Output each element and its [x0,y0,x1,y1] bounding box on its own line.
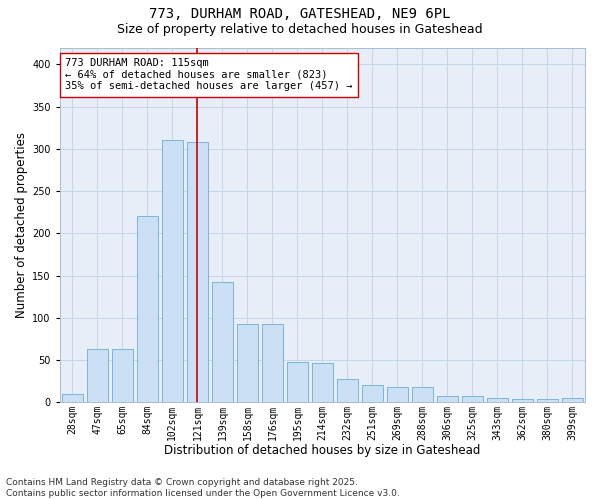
Text: Size of property relative to detached houses in Gateshead: Size of property relative to detached ho… [117,22,483,36]
Bar [362,386,383,402]
Bar [462,396,483,402]
Bar [62,394,83,402]
Bar [537,399,558,402]
Bar [137,216,158,402]
Bar [187,142,208,403]
Bar [412,387,433,402]
Bar [212,282,233,403]
Text: 773, DURHAM ROAD, GATESHEAD, NE9 6PL: 773, DURHAM ROAD, GATESHEAD, NE9 6PL [149,8,451,22]
Bar [512,399,533,402]
X-axis label: Distribution of detached houses by size in Gateshead: Distribution of detached houses by size … [164,444,481,458]
Bar [437,396,458,402]
Bar [162,140,183,402]
Bar [262,324,283,402]
Bar [487,398,508,402]
Bar [112,349,133,403]
Text: 773 DURHAM ROAD: 115sqm
← 64% of detached houses are smaller (823)
35% of semi-d: 773 DURHAM ROAD: 115sqm ← 64% of detache… [65,58,353,92]
Bar [387,387,408,402]
Text: Contains HM Land Registry data © Crown copyright and database right 2025.
Contai: Contains HM Land Registry data © Crown c… [6,478,400,498]
Y-axis label: Number of detached properties: Number of detached properties [15,132,28,318]
Bar [287,362,308,403]
Bar [87,349,108,403]
Bar [312,362,333,403]
Bar [562,398,583,402]
Bar [337,378,358,402]
Bar [237,324,258,402]
